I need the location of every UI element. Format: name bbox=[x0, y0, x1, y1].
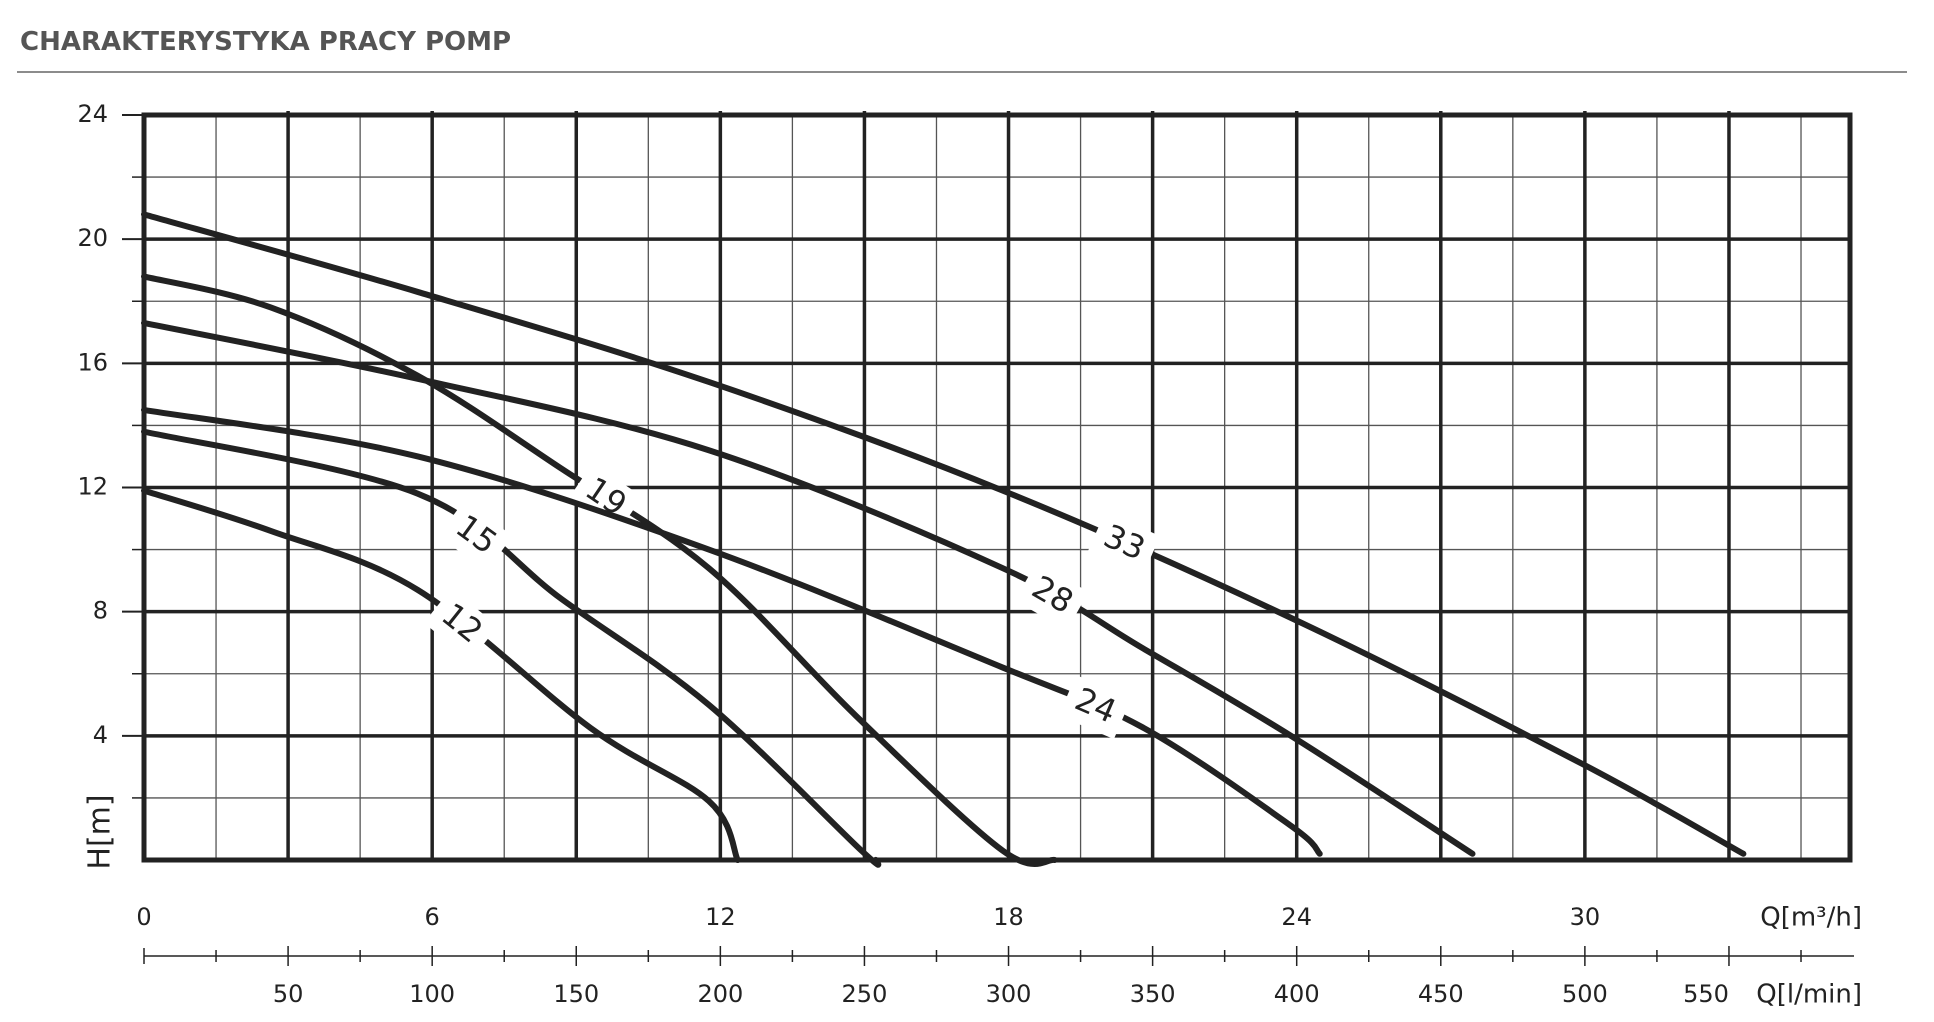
y-tick-label: 16 bbox=[77, 348, 108, 376]
x-tick-label: 250 bbox=[842, 980, 888, 1008]
y-axis-label: H[m] bbox=[83, 794, 118, 869]
pump-curve bbox=[141, 428, 882, 868]
x-tick-label: 450 bbox=[1418, 980, 1464, 1008]
y-tick-label: 8 bbox=[93, 597, 108, 625]
chart-title: CHARAKTERYSTYKA PRACY POMP bbox=[20, 27, 511, 57]
x-tick-label: 50 bbox=[273, 980, 304, 1008]
curve-label-group: 33 bbox=[1087, 511, 1161, 577]
curve-label-bg bbox=[567, 463, 643, 534]
y-tick-label: 4 bbox=[93, 721, 108, 749]
x2-tick-label: 30 bbox=[1570, 903, 1601, 931]
x2-tick-label: 24 bbox=[1281, 903, 1312, 931]
x-tick-label: 100 bbox=[409, 980, 455, 1008]
x2-axis-label: Q[m³/h] bbox=[1760, 903, 1862, 933]
x2-tick-label: 6 bbox=[425, 903, 440, 931]
y-tick-label: 24 bbox=[77, 100, 108, 128]
pump-curve bbox=[141, 319, 1476, 857]
x-tick-label: 200 bbox=[697, 980, 743, 1008]
curve-label-group: 28 bbox=[1014, 562, 1089, 631]
x-tick-label: 400 bbox=[1274, 980, 1320, 1008]
curve-label-bg bbox=[1058, 675, 1132, 740]
x-tick-label: 300 bbox=[986, 980, 1032, 1008]
x2-tick-label: 12 bbox=[705, 903, 736, 931]
x-tick-label: 150 bbox=[553, 980, 599, 1008]
pump-curve bbox=[141, 406, 1323, 857]
pump-curve bbox=[141, 273, 1058, 867]
x2-tick-label: 18 bbox=[993, 903, 1024, 931]
curve-label-bg bbox=[438, 500, 513, 572]
curve-label-bg bbox=[423, 588, 499, 661]
x-axis-label: Q[l/min] bbox=[1756, 980, 1862, 1010]
curve-label-group: 24 bbox=[1058, 675, 1132, 740]
pump-curve bbox=[141, 211, 1747, 857]
y-tick-label: 20 bbox=[77, 224, 108, 252]
x2-tick-label: 0 bbox=[136, 903, 151, 931]
y-tick-label: 12 bbox=[77, 473, 108, 501]
x-tick-label: 550 bbox=[1683, 980, 1729, 1008]
x-tick-label: 500 bbox=[1562, 980, 1608, 1008]
curve-label-bg bbox=[1087, 511, 1161, 577]
x-tick-label: 350 bbox=[1130, 980, 1176, 1008]
curve-label-bg bbox=[1014, 562, 1089, 631]
